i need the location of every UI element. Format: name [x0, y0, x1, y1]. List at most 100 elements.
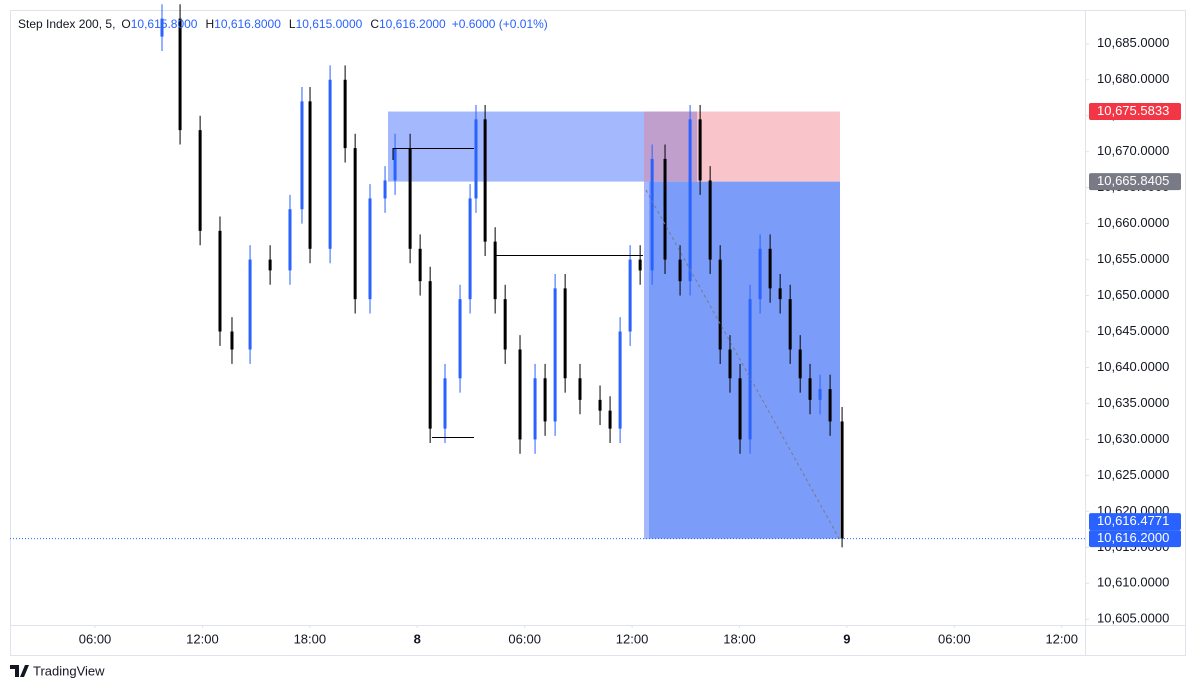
- brand-name: TradingView: [33, 663, 105, 678]
- price-label: 10,665.8405: [1097, 173, 1169, 188]
- drawing-lines: [392, 148, 841, 541]
- candle-body: [818, 389, 822, 400]
- candle-body: [563, 288, 567, 379]
- y-tick-label: 10,650.0000: [1097, 287, 1169, 302]
- target-zone-edge: [644, 181, 649, 539]
- legend-item: C: [370, 17, 379, 31]
- candle-body: [553, 288, 557, 422]
- legend-item: Step Index 200, 5,: [18, 17, 115, 31]
- candle-body: [428, 281, 432, 429]
- price-label: 10,616.4771: [1097, 513, 1169, 528]
- candle-body: [688, 119, 692, 282]
- legend: Step Index 200, 5, O10,615.8000 H10,616.80…: [18, 17, 548, 31]
- x-tick-label: 12:00: [186, 631, 219, 646]
- y-tick-label: 10,645.0000: [1097, 323, 1169, 338]
- candle-body: [383, 180, 387, 199]
- y-tick-label: 10,640.0000: [1097, 359, 1169, 374]
- candle-body: [443, 378, 447, 429]
- x-tick-label: 8: [414, 631, 421, 646]
- candle-body: [608, 410, 612, 429]
- candle-body: [518, 349, 522, 440]
- candle-body: [418, 248, 422, 282]
- price-label-box: [1089, 173, 1181, 191]
- candle-body: [578, 378, 582, 400]
- y-tick-label: 10,610.0000: [1097, 575, 1169, 590]
- candle-body: [840, 421, 844, 539]
- y-tick-label: 10,655.0000: [1097, 251, 1169, 266]
- candle-body: [230, 331, 234, 350]
- price-label: 10,675.5833: [1097, 103, 1169, 118]
- legend-item: 10,615.0000: [296, 17, 363, 31]
- y-tick-label: 10,670.0000: [1097, 143, 1169, 158]
- candle-body: [160, 18, 164, 37]
- y-tick-label: 10,625.0000: [1097, 467, 1169, 482]
- logo: [10, 665, 29, 677]
- candle-body: [650, 158, 654, 271]
- trade-path: [645, 189, 841, 541]
- price-label-box: [1089, 530, 1181, 548]
- candle-body: [308, 101, 312, 249]
- candle-body: [458, 299, 462, 379]
- candle-body: [618, 331, 622, 429]
- x-tick-label: 06:00: [79, 631, 112, 646]
- legend-item: O: [121, 17, 130, 31]
- range-box: [392, 148, 474, 160]
- y-tick-label: 10,630.0000: [1097, 431, 1169, 446]
- candle-body: [718, 259, 722, 350]
- x-tick-label: 06:00: [938, 631, 971, 646]
- candle-body: [178, 18, 182, 131]
- frame: [10, 10, 1186, 656]
- price-label: 10,616.2000: [1097, 530, 1169, 545]
- candle-body: [268, 259, 272, 271]
- price-label-box: [1089, 103, 1181, 121]
- candle-body: [738, 378, 742, 440]
- candle-body: [698, 119, 702, 181]
- candle-body: [678, 259, 682, 282]
- candle-body: [748, 299, 752, 440]
- y-tick-label: 10,635.0000: [1097, 395, 1169, 410]
- legend-item: 10,616.2000: [379, 17, 446, 31]
- candle-body: [778, 288, 782, 300]
- candle-body: [598, 399, 602, 411]
- x-tick-label: 18:00: [723, 631, 756, 646]
- candle-body: [828, 389, 832, 422]
- y-tick-label: 10,680.0000: [1097, 71, 1169, 86]
- candle-body: [788, 299, 792, 350]
- candle-body: [483, 119, 487, 242]
- candle-body: [368, 198, 372, 300]
- legend-item: +0.6000 (+0.01%): [452, 17, 548, 31]
- x-tick-label: 12:00: [616, 631, 649, 646]
- candle-body: [393, 148, 397, 181]
- candle-body: [768, 248, 772, 289]
- x-tick-label: 06:00: [508, 631, 541, 646]
- legend-item: L: [289, 17, 296, 31]
- candle-body: [638, 259, 642, 271]
- target-zone: [644, 181, 840, 539]
- candle-body: [808, 378, 812, 400]
- candle-body: [218, 230, 222, 332]
- candle-body: [198, 130, 202, 231]
- x-tick-label: 18:00: [294, 631, 327, 646]
- brand: TradingView: [10, 663, 105, 678]
- candle-body: [248, 259, 252, 350]
- y-tick-label: 10,685.0000: [1097, 35, 1169, 50]
- candle-body: [798, 349, 802, 379]
- supply-zone: [388, 111, 644, 182]
- x-tick-label: 9: [843, 631, 850, 646]
- candle-body: [503, 299, 507, 350]
- drawings: [388, 111, 840, 539]
- candle-body: [708, 180, 712, 260]
- candle-body: [328, 79, 332, 249]
- candle-body: [758, 248, 762, 300]
- candle-body: [663, 158, 667, 260]
- candle-body: [353, 148, 357, 300]
- legend-item: 10,616.8000: [214, 17, 281, 31]
- range-box: [495, 255, 643, 266]
- y-tick-label: 10,605.0000: [1097, 611, 1169, 626]
- candle-body: [343, 79, 347, 149]
- legend-item: H: [205, 17, 214, 31]
- candles: [160, 4, 844, 548]
- x-tick-label: 12:00: [1045, 631, 1078, 646]
